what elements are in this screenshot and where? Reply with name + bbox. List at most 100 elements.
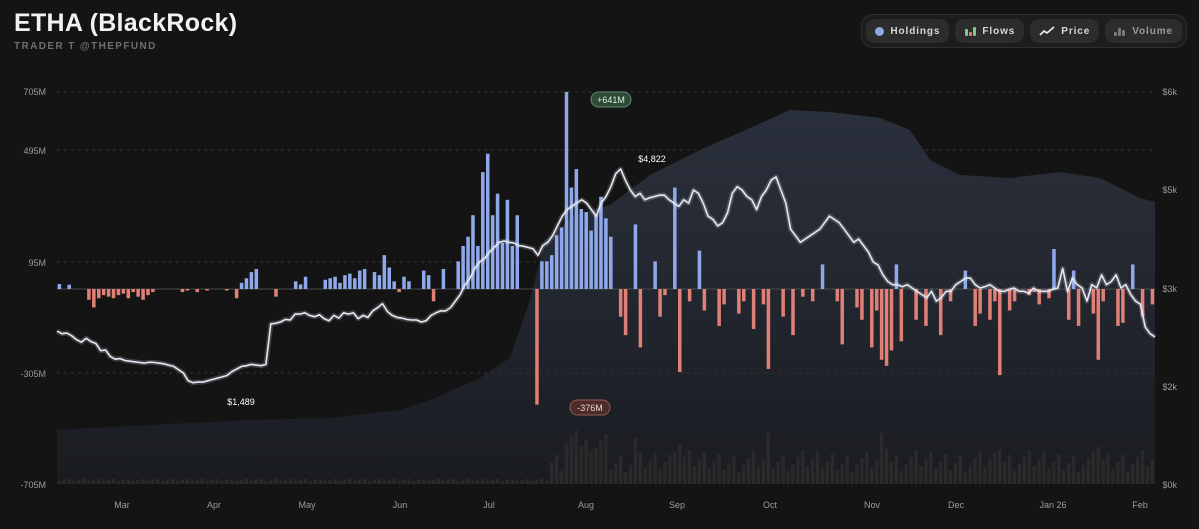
volume-bar: [490, 480, 495, 484]
volume-bar: [618, 456, 623, 484]
volume-bar: [461, 480, 465, 484]
volume-bar: [781, 455, 785, 484]
volume-bar: [623, 472, 628, 484]
volume-bar: [62, 480, 66, 484]
outflow-bar: [131, 289, 135, 293]
volume-bar: [732, 456, 736, 484]
volume-bar: [392, 479, 396, 484]
volume-toggle-button[interactable]: Volume: [1105, 19, 1182, 43]
inflow-bar: [466, 236, 470, 289]
inflow-bar: [574, 169, 579, 289]
volume-bar: [909, 457, 913, 484]
volume-bar: [87, 481, 91, 484]
volume-bar: [283, 480, 288, 484]
volume-bar: [170, 479, 175, 484]
volume-bar: [825, 461, 830, 484]
volume-bar: [215, 479, 219, 484]
volume-bar: [1027, 450, 1032, 484]
volume-bar: [746, 458, 751, 484]
outflow-bar: [1076, 289, 1081, 326]
volume-bar: [707, 468, 711, 484]
volume-bar: [1042, 452, 1046, 484]
line-chart-icon: [1039, 26, 1055, 36]
volume-bar: [525, 479, 529, 484]
max-flow-label: +641M: [597, 95, 625, 105]
volume-bar: [229, 479, 234, 484]
volume-bar: [160, 481, 165, 484]
volume-bar: [126, 479, 130, 484]
inflow-bar: [377, 275, 382, 289]
volume-bar: [333, 479, 337, 484]
outflow-bar: [431, 289, 436, 302]
volume-bar: [269, 480, 273, 484]
volume-bar: [249, 481, 254, 484]
inflow-bar: [303, 276, 308, 289]
volume-bar: [933, 468, 938, 484]
x-axis-tick: Feb: [1132, 500, 1148, 510]
outflow-bar: [1121, 289, 1125, 323]
left-axis-tick: 705M: [23, 87, 46, 97]
inflow-bar: [653, 261, 657, 289]
right-axis-tick: $3k: [1162, 284, 1177, 294]
volume-bar: [613, 463, 618, 484]
inflow-bar: [67, 284, 71, 289]
holdings-toggle-button[interactable]: Holdings: [866, 19, 950, 43]
volume-bar: [1101, 460, 1105, 484]
price-high-label: $4,822: [638, 154, 666, 164]
right-axis-tick: $0k: [1162, 480, 1177, 490]
outflow-bar: [111, 289, 116, 299]
inflow-bar: [963, 270, 968, 289]
volume-bar: [495, 479, 500, 484]
outflow-bar: [702, 289, 707, 311]
outflow-bar: [973, 289, 977, 326]
volume-bar: [604, 434, 608, 484]
volume-bar: [1130, 464, 1135, 484]
volume-bar: [456, 481, 460, 484]
volume-bar: [1066, 463, 1071, 484]
volume-bar: [530, 481, 534, 484]
outflow-bar: [1096, 289, 1101, 360]
volume-bar: [810, 459, 815, 484]
volume-bar: [549, 462, 554, 484]
inflow-bar: [372, 272, 377, 289]
volume-bar: [1150, 459, 1155, 484]
inflow-bar: [353, 278, 357, 289]
volume-bar: [480, 479, 485, 484]
inflow-bar: [604, 218, 608, 289]
volume-bar: [1076, 472, 1081, 484]
volume-bar: [338, 481, 342, 484]
volume-bar: [510, 479, 515, 484]
volume-bar: [889, 462, 894, 484]
inflow-bar: [505, 199, 510, 289]
inflow-bar: [244, 278, 249, 289]
outflow-bar: [687, 289, 692, 302]
volume-bar: [239, 480, 244, 484]
inflow-bar: [609, 236, 613, 289]
volume-bar: [343, 480, 347, 484]
volume-bar: [175, 481, 180, 484]
volume-bar: [736, 472, 741, 484]
outflow-bar: [751, 289, 756, 329]
volume-bar: [441, 481, 446, 484]
outflow-bar: [1047, 289, 1051, 299]
volume-bar: [904, 464, 908, 484]
outflow-bar: [618, 289, 623, 317]
volume-bar: [293, 481, 298, 484]
volume-bar: [589, 452, 593, 484]
volume-bar: [205, 481, 209, 484]
volume-bar: [1116, 462, 1120, 484]
outflow-bar: [855, 289, 859, 308]
outflow-bar: [1066, 289, 1071, 320]
price-toggle-button[interactable]: Price: [1030, 19, 1100, 43]
volume-bar: [712, 461, 716, 484]
outflow-bar: [106, 289, 111, 297]
volume-bar: [219, 481, 224, 484]
volume-bar: [845, 456, 849, 484]
volume-bar: [1037, 459, 1041, 484]
volume-bar: [1140, 450, 1145, 484]
volume-bars-layer: [57, 430, 1155, 484]
flows-toggle-button[interactable]: Flows: [955, 19, 1025, 43]
volume-bar: [323, 481, 327, 484]
inflow-bar: [584, 212, 588, 289]
outflow-bar: [225, 289, 229, 291]
